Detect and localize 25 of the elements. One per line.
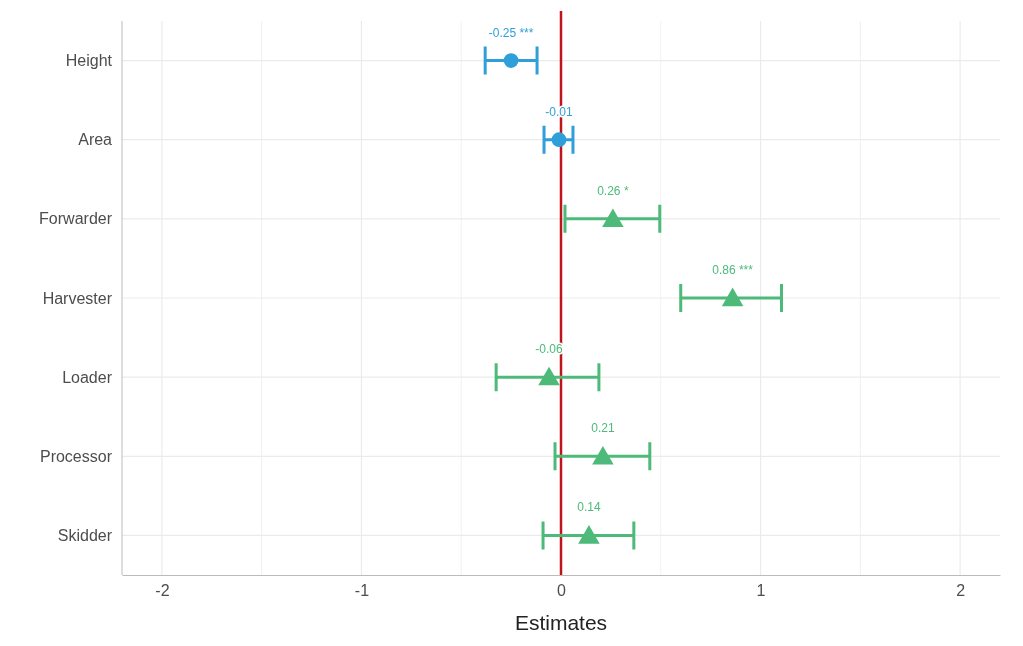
y-tick-label: Loader (62, 368, 113, 386)
data-label: 0.26 * (597, 183, 629, 198)
point (503, 53, 519, 68)
data-label: 0.14 (577, 500, 601, 515)
y-tick-label: Processor (39, 447, 113, 465)
y-tick-label: Height (65, 52, 113, 70)
y-tick-label: Harvester (42, 289, 113, 307)
point (538, 366, 560, 386)
x-tick-label: -1 (354, 582, 370, 600)
y-tick-label: Forwarder (39, 210, 113, 228)
point (551, 132, 567, 148)
data-label: 0.21 (591, 421, 615, 436)
data-label: -0.25 *** (488, 25, 534, 40)
data-label: 0.86 *** (712, 263, 754, 277)
point (578, 525, 600, 544)
point (721, 287, 744, 307)
x-tick-label: -2 (155, 582, 170, 600)
x-axis-title: Estimates (514, 611, 608, 634)
x-tick-label: 0 (557, 582, 567, 600)
x-tick-label: 1 (756, 582, 766, 600)
point (602, 208, 624, 228)
x-tick-label: 2 (956, 582, 966, 600)
y-tick-label: Area (78, 131, 113, 149)
point (592, 445, 614, 465)
y-tick-label: Skidder (57, 527, 113, 545)
